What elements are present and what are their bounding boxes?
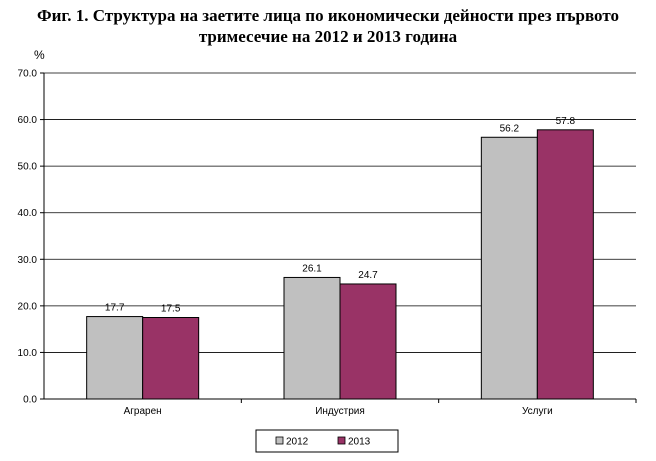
bar-2013-0 (142, 317, 200, 400)
y-axis-ticks: 0.0 10.0 20.0 30.0 40.0 50.0 60.0 70.0 (18, 69, 44, 406)
legend-swatch-2012 (275, 436, 284, 445)
bar-2012-1 (283, 276, 341, 400)
bar-2013-2 (536, 129, 594, 400)
data-label: 17.7 (105, 303, 125, 314)
y-axis-unit: % (34, 48, 45, 62)
y-tick-label: 70.0 (18, 69, 38, 80)
chart-title: Фиг. 1. Структура на заетите лица по ико… (0, 5, 656, 47)
y-tick-label: 40.0 (18, 208, 38, 219)
chart-title-line-2: тримесечие на 2012 и 2013 година (198, 27, 458, 46)
category-label: Услуги (522, 406, 553, 417)
category-labels: Аграрен Индустрия Услуги (124, 406, 553, 417)
y-tick-label: 0.0 (23, 395, 37, 406)
legend-label: 2012 (286, 437, 309, 448)
data-label: 26.1 (302, 263, 322, 274)
bar-2012-2 (480, 136, 538, 400)
legend-swatch-2013 (337, 436, 346, 445)
legend-label: 2013 (348, 437, 371, 448)
bars: 17.7 17.5 26.1 24.7 56.2 57.8 (86, 116, 594, 400)
y-tick-label: 50.0 (18, 162, 38, 173)
y-tick-label: 20.0 (18, 301, 38, 312)
data-label: 56.2 (500, 123, 520, 134)
bar-2012-0 (86, 316, 144, 400)
legend: 2012 2013 (255, 429, 399, 453)
legend-box (255, 429, 399, 453)
y-tick-label: 30.0 (18, 255, 38, 266)
y-tick-label: 60.0 (18, 115, 38, 126)
data-label: 57.8 (556, 116, 576, 127)
y-tick-label: 10.0 (18, 348, 38, 359)
data-label: 17.5 (161, 304, 181, 315)
bar-2013-1 (339, 283, 397, 400)
category-label: Аграрен (124, 406, 162, 417)
category-label: Индустрия (315, 406, 365, 417)
data-label: 24.7 (358, 270, 378, 281)
chart-title-line-1: Фиг. 1. Структура на заетите лица по ико… (37, 6, 619, 25)
